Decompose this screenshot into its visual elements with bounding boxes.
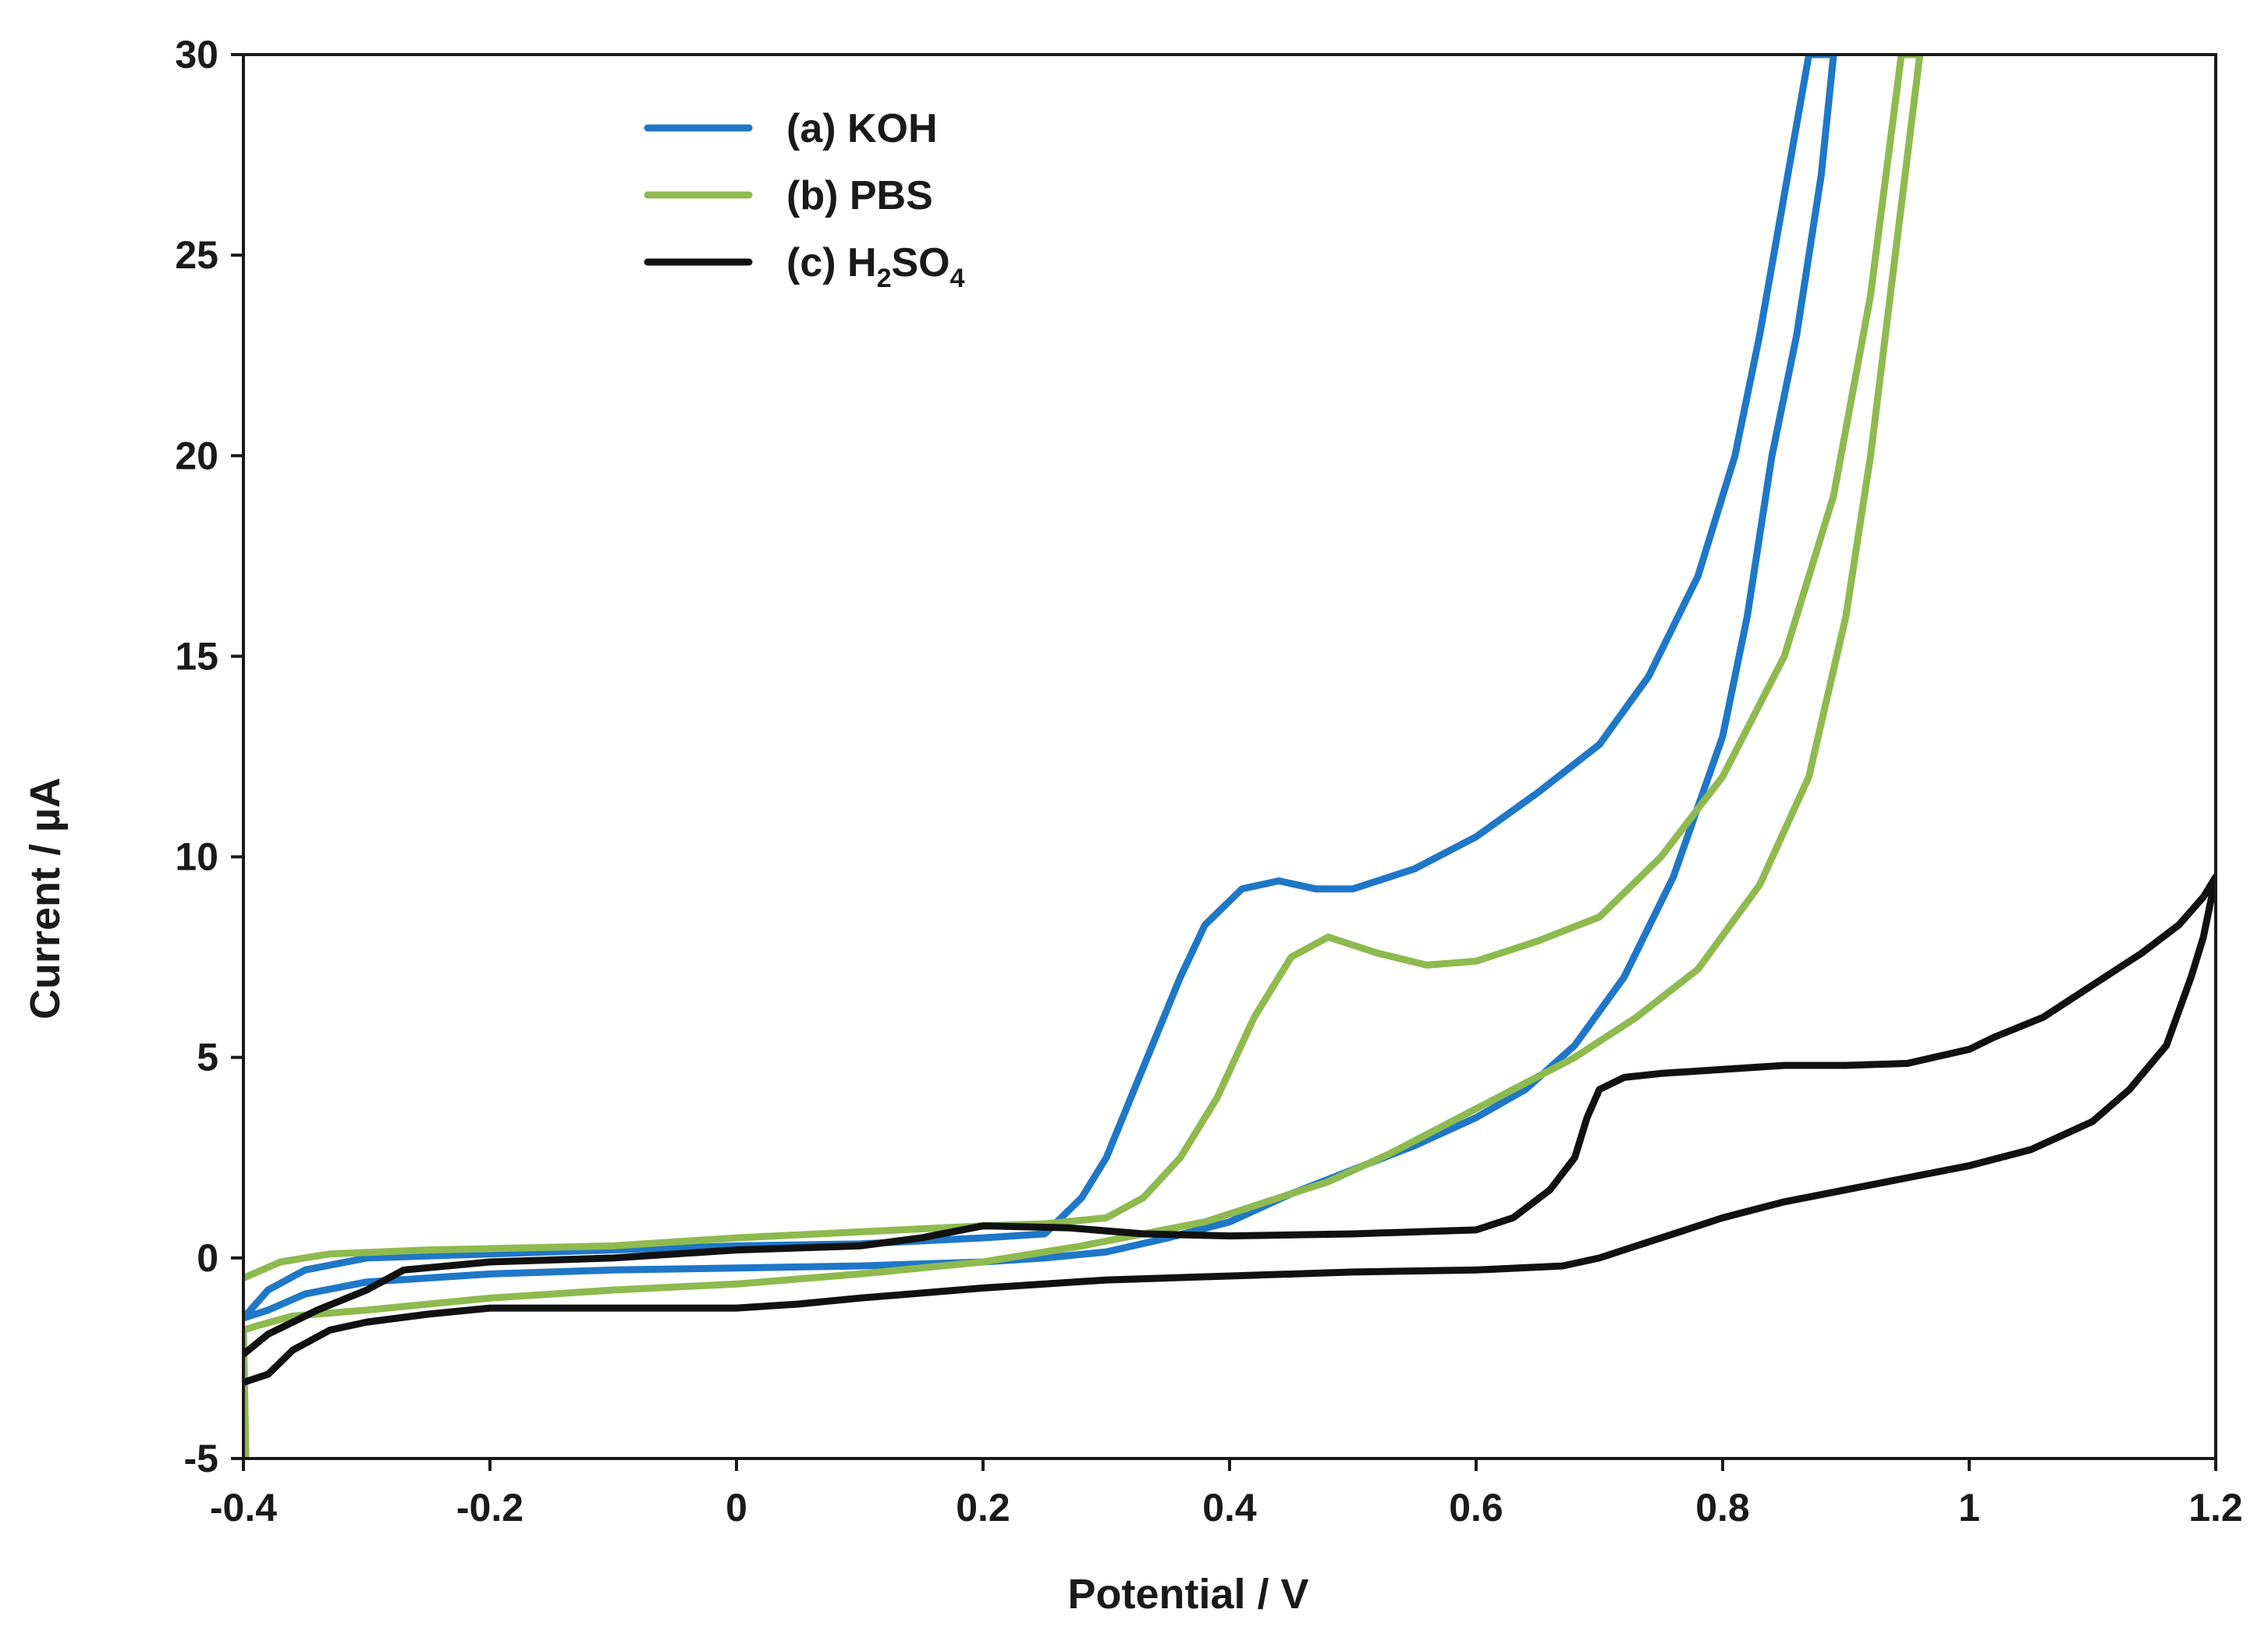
x-tick-label: 0.4 <box>1202 1486 1257 1529</box>
x-tick-label: 0.8 <box>1695 1486 1750 1529</box>
x-tick-label: 1 <box>1958 1486 1980 1529</box>
y-axis-ticks: -5 0 5 10 15 20 25 30 <box>175 33 243 1480</box>
x-tick-label: 1.2 <box>2188 1486 2243 1529</box>
y-tick-label: -5 <box>184 1437 218 1480</box>
y-tick-label: 10 <box>175 835 218 879</box>
legend-label-pbs: (b) PBS <box>786 173 933 218</box>
x-tick-label: 0.2 <box>956 1486 1010 1529</box>
y-tick-label: 20 <box>175 434 218 477</box>
y-axis-title: Current / µA <box>22 778 69 1019</box>
legend-label-koh: (a) KOH <box>786 106 938 151</box>
legend-label-h2so4: (c) H2SO4 <box>786 240 965 293</box>
series-line-pbs <box>243 55 1924 1459</box>
x-tick-label: -0.4 <box>210 1486 277 1529</box>
y-tick-label: 5 <box>197 1036 218 1079</box>
y-tick-label: 30 <box>175 33 218 76</box>
y-tick-label: 25 <box>175 233 218 277</box>
x-tick-label: 0 <box>726 1486 747 1529</box>
legend: (a) KOH (b) PBS (c) H2SO4 <box>644 106 965 293</box>
x-tick-label: -0.2 <box>456 1486 524 1529</box>
series-layer <box>243 55 2216 1459</box>
x-tick-label: 0.6 <box>1449 1486 1503 1529</box>
series-line-h2so4 <box>243 873 2216 1386</box>
series-line-koh <box>243 55 1837 1322</box>
x-axis-ticks: -0.4 -0.2 0 0.2 0.4 0.6 0.8 1 1.2 <box>210 1459 2243 1529</box>
x-axis-title: Potential / V <box>1067 1571 1308 1618</box>
y-tick-label: 0 <box>197 1236 218 1280</box>
y-tick-label: 15 <box>175 634 218 678</box>
